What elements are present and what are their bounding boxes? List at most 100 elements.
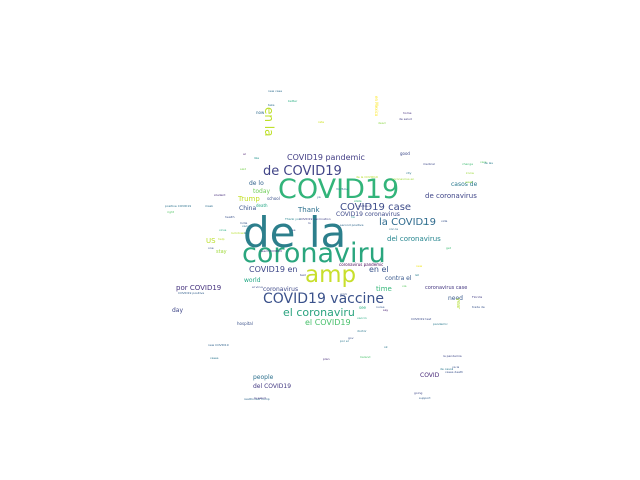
word-el-coronaviru: el coronaviru — [283, 306, 355, 319]
word-vaccine: vaccine — [242, 224, 254, 228]
word-death: death — [256, 203, 268, 208]
word-lo: lo — [308, 221, 311, 225]
word-gov: gov — [348, 336, 354, 340]
word-one: one — [208, 246, 214, 250]
word-people: people — [253, 374, 274, 381]
word-help: help — [218, 237, 225, 241]
word-covid19-vaccine: COVID19 vaccine — [263, 291, 384, 307]
word-coronavirus-en: coronavirus en — [392, 177, 415, 181]
word-time: time — [376, 285, 392, 293]
word-la-salud: la salud — [254, 396, 266, 400]
word-support: support — [419, 396, 431, 400]
word-coronavirus: coronavirus — [263, 286, 299, 293]
word-de-covid19: de COVID19 — [263, 164, 342, 179]
word-going: going — [414, 391, 423, 395]
word-covid: COVID — [420, 372, 440, 379]
word-la-pandemia: la pandemia — [443, 354, 462, 358]
word-us: US — [206, 237, 216, 245]
word-trump: Trump — [238, 195, 260, 203]
word-casos-de: casos de — [451, 181, 478, 188]
word-realdonaldtrump: realDonaldTrump — [244, 397, 270, 401]
word-vida: vida — [441, 219, 448, 223]
word-covid19-en: COVID19 en — [249, 265, 298, 274]
word-de-coronavirus: de coronavirus — [425, 192, 477, 200]
word-world: world — [244, 277, 261, 284]
word-del-coronavirus: del coronavirus — [387, 235, 441, 243]
word-coronavirus-pandemic: coronavirus pandemic — [339, 262, 384, 267]
word-week: week — [465, 180, 473, 184]
word-new-covid19: new COVID19 — [208, 343, 229, 347]
word-need: need — [448, 295, 463, 302]
word-like: like — [254, 156, 260, 160]
word-ya-la: ya la — [452, 365, 460, 369]
word-rate: rate — [318, 120, 325, 124]
word-need-covid19: need COVID19 — [260, 249, 282, 253]
word-contra-la: contra la — [358, 204, 372, 208]
word-es: es — [423, 222, 427, 226]
word-year: year — [455, 298, 461, 310]
word-new: new — [416, 264, 423, 268]
word-ha: ha — [351, 215, 355, 219]
word-home: home — [403, 111, 412, 115]
word-work: work — [340, 292, 348, 296]
word-nurse: nurse — [376, 305, 385, 309]
word-el-covid19: el COVID19 — [305, 318, 351, 327]
word-good: good — [400, 151, 410, 156]
word-know: know — [466, 171, 474, 175]
word-en-mexico: en Mexico — [374, 96, 379, 117]
word-covid19-test: COVID19 test — [411, 317, 432, 321]
word-en-la: en la — [262, 107, 276, 137]
word-por-el: por el — [340, 339, 349, 343]
word-cases-death: cases death — [445, 370, 464, 374]
word-de-la: de la — [243, 208, 347, 257]
word-cases: cases — [210, 356, 219, 360]
word-de-salud: de salud — [399, 117, 412, 121]
word-city: city — [406, 171, 412, 175]
word-covid19-vaccination: COVID19 vaccination — [299, 217, 331, 221]
word-day: day — [172, 307, 184, 314]
word-pandemic: pandemic — [433, 322, 448, 326]
word-thank-you: Thank you — [285, 217, 301, 221]
word-covid19-pandemic: COVID19 pandemic — [287, 153, 365, 162]
word-positive-covid19: positive COVID19 — [165, 204, 192, 208]
word-china: China — [239, 205, 257, 212]
word-now: now — [256, 110, 265, 115]
word-thank: Thank — [298, 206, 320, 214]
word-con-la: con la — [389, 227, 399, 231]
word-youtube: YouTube — [336, 187, 349, 191]
word-coronaviru: coronaviru — [242, 238, 386, 269]
word-lockdown: lockdown — [231, 231, 246, 235]
word-ok: ok — [384, 345, 388, 349]
word-let: let — [415, 273, 419, 277]
word-covid19-coronavirus: COVID19 coronavirus — [336, 211, 400, 218]
word-live: live — [244, 231, 250, 235]
word-de-lo: de lo — [249, 180, 264, 187]
word-de-las: de las — [484, 161, 493, 165]
word-say: say — [383, 308, 389, 312]
word-health: health — [225, 215, 235, 219]
word-stay: stay — [216, 249, 227, 255]
word-coronavirus-case: coronavirus case — [425, 285, 468, 291]
word-said: said — [240, 167, 247, 171]
word-de-casos: de casos — [440, 367, 454, 371]
word-covid19-case: COVID19 case — [340, 202, 412, 213]
word-school: school — [267, 196, 280, 201]
word-ya: ya — [317, 195, 321, 199]
word-plan: plan — [323, 357, 330, 361]
word-vaccin: vaccin — [357, 316, 367, 320]
word-ireland: Ireland — [360, 355, 371, 359]
word-en-el: en el — [369, 265, 389, 274]
word-trade-de: trade de — [472, 305, 485, 309]
word-get: get — [446, 246, 451, 250]
word-del-covid19: del COVID19 — [253, 383, 292, 390]
word-right: right — [167, 210, 175, 214]
word-better: better — [288, 99, 298, 103]
word-india: India — [240, 221, 248, 225]
word-doctor: doctor — [357, 329, 367, 333]
word-por-covid19: por COVID19 — [176, 284, 222, 292]
word-se: se — [292, 228, 296, 232]
word-florida: Florida — [472, 295, 483, 299]
word-hospital: hospital — [237, 321, 253, 326]
word-al: al — [243, 152, 246, 156]
